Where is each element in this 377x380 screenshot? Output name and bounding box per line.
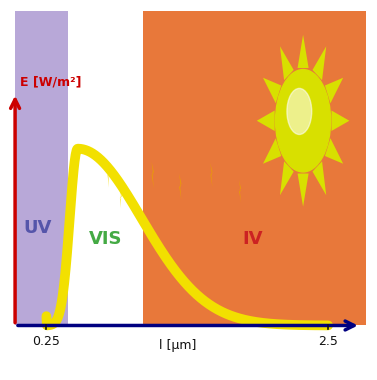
Text: 0.25: 0.25: [32, 335, 60, 348]
Polygon shape: [313, 161, 326, 195]
Polygon shape: [325, 138, 343, 164]
Polygon shape: [179, 173, 182, 200]
Circle shape: [276, 70, 331, 172]
Polygon shape: [331, 111, 349, 131]
Polygon shape: [280, 46, 294, 80]
Text: VIS: VIS: [89, 230, 122, 249]
Polygon shape: [257, 111, 275, 131]
Text: E [W/m²]: E [W/m²]: [20, 75, 81, 88]
Text: 2.5: 2.5: [318, 335, 338, 348]
Text: l [μm]: l [μm]: [159, 339, 196, 352]
Bar: [143, 11, 366, 326]
Polygon shape: [263, 78, 281, 103]
Polygon shape: [263, 138, 281, 164]
Bar: [15, 11, 68, 326]
Polygon shape: [297, 35, 309, 68]
Polygon shape: [325, 78, 343, 103]
Polygon shape: [107, 163, 110, 187]
Polygon shape: [120, 188, 122, 208]
Polygon shape: [297, 174, 309, 207]
Polygon shape: [313, 46, 326, 80]
Polygon shape: [210, 163, 213, 187]
Circle shape: [287, 89, 312, 135]
Text: UV: UV: [23, 219, 52, 237]
Polygon shape: [239, 180, 241, 203]
Polygon shape: [280, 161, 294, 195]
Text: IV: IV: [243, 230, 263, 249]
Polygon shape: [152, 162, 154, 188]
